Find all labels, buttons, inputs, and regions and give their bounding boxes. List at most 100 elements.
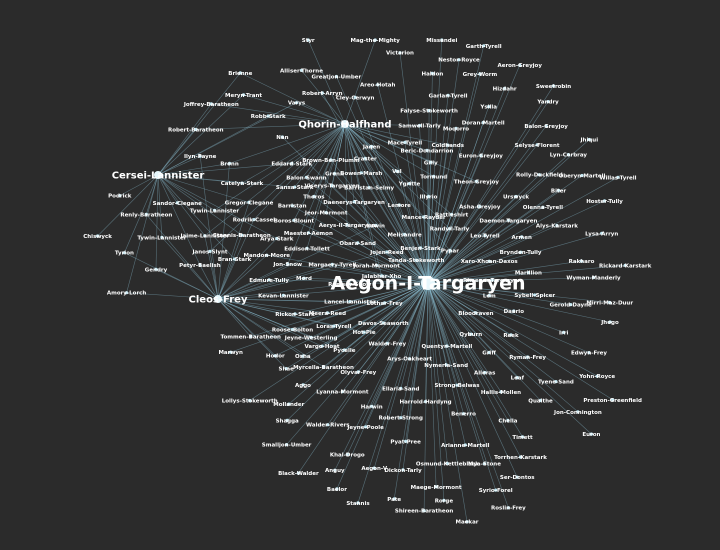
node-label[interactable]: Irri (559, 330, 568, 336)
node-dot[interactable] (432, 174, 436, 178)
node-label[interactable]: Lyanna-Mormont (316, 390, 369, 396)
node-dot[interactable] (306, 38, 310, 42)
node-label[interactable]: Smalljon-Umber (262, 443, 312, 449)
node-label[interactable]: Greatjon-Umber (312, 75, 362, 81)
node-dot[interactable] (417, 123, 422, 128)
node-label[interactable]: Gregor-Clegane (225, 200, 274, 206)
node-dot[interactable] (551, 84, 556, 88)
node-dot[interactable] (434, 485, 438, 489)
node-dot[interactable] (286, 262, 290, 266)
node-dot[interactable] (122, 251, 126, 255)
node-dot[interactable] (385, 250, 389, 254)
node-label[interactable]: Olyvar-Frey (340, 370, 376, 376)
node-label[interactable]: Mandon-Moore (244, 253, 291, 259)
node-label[interactable]: Catelyn-Stark (221, 181, 264, 187)
node-dot[interactable] (483, 234, 487, 238)
node-dot[interactable] (302, 276, 306, 280)
node-dot[interactable] (487, 105, 491, 109)
node-label[interactable]: Missandei (426, 38, 457, 44)
node-label[interactable]: Tormund (420, 174, 447, 180)
node-dot[interactable] (229, 350, 233, 354)
node-label[interactable]: Vargo-Hoat (304, 344, 339, 350)
node-label[interactable]: Pate (387, 497, 401, 503)
node-dot[interactable] (611, 398, 615, 402)
node-dot[interactable] (422, 215, 426, 219)
node-label[interactable]: Podrick (108, 194, 132, 200)
node-label[interactable]: Biter (551, 188, 566, 194)
node-dot[interactable] (238, 71, 242, 75)
node-dot[interactable] (469, 332, 473, 336)
node-label[interactable]: Bran-Stark (218, 257, 252, 263)
node-dot[interactable] (125, 291, 129, 295)
node-dot[interactable] (518, 455, 523, 459)
node-dot[interactable] (418, 246, 423, 250)
node-dot[interactable] (520, 235, 524, 239)
node-label[interactable]: Marwyn (218, 350, 243, 356)
node-dot[interactable] (482, 462, 486, 466)
node-label[interactable]: Reek (503, 333, 519, 339)
node-dot[interactable] (340, 390, 344, 394)
node-label[interactable]: Ellaria-Sand (382, 386, 419, 392)
node-label[interactable]: Qyburn (459, 332, 482, 338)
node-label[interactable]: Rolly-Duckfield (516, 173, 563, 179)
node-label[interactable]: Strong-Belwas (434, 383, 480, 389)
node-dot[interactable] (266, 114, 270, 118)
node-dot[interactable] (445, 461, 449, 466)
hub-label[interactable]: Qhorin-Halfhand (298, 120, 391, 131)
node-dot[interactable] (293, 185, 297, 189)
node-label[interactable]: Tanda-Stokeworth (388, 258, 444, 264)
node-label[interactable]: Ryman-Frey (509, 355, 546, 361)
node-label[interactable]: Tyrion (115, 251, 134, 257)
node-dot[interactable] (290, 204, 294, 208)
node-label[interactable]: Jaime-Lannister (179, 234, 229, 240)
node-dot[interactable] (367, 186, 371, 190)
node-label[interactable]: Arianne-Martell (441, 443, 490, 449)
node-dot[interactable] (426, 194, 431, 199)
node-label[interactable]: Kevan-Lannister (258, 293, 309, 299)
node-dot[interactable] (514, 194, 518, 199)
node-dot[interactable] (602, 199, 607, 203)
node-label[interactable]: Petyr-Baelish (179, 263, 221, 269)
node-dot[interactable] (494, 488, 498, 492)
node-label[interactable]: Gerold-Dayne (550, 303, 592, 309)
node-label[interactable]: Robb-Stark (251, 114, 286, 120)
node-dot[interactable] (333, 468, 337, 472)
node-label[interactable]: Armen (512, 235, 532, 241)
node-label[interactable]: Torrhen-Karstark (494, 455, 547, 461)
node-label[interactable]: Theon-Greyjoy (454, 179, 500, 185)
node-dot[interactable] (427, 108, 431, 113)
node-label[interactable]: Brynden-Tully (500, 250, 542, 256)
node-label[interactable]: Maege-Mormont (411, 485, 462, 491)
node-label[interactable]: Aggo (295, 383, 311, 389)
node-dot[interactable] (275, 236, 279, 241)
node-label[interactable]: Robert-Strong (379, 416, 423, 422)
node-label[interactable]: Garth-Tyrell (466, 44, 502, 50)
node-label[interactable]: Leaf (511, 376, 525, 382)
node-dot[interactable] (408, 357, 412, 361)
node-dot[interactable] (301, 354, 305, 358)
node-dot[interactable] (299, 68, 304, 72)
node-label[interactable]: Ramsay-Snow (328, 282, 371, 288)
node-label[interactable]: Aerys-II-Targaryen (319, 223, 376, 229)
node-label[interactable]: Euron (582, 432, 600, 438)
node-label[interactable]: Lollys-Stokeworth (222, 399, 278, 405)
node-dot[interactable] (375, 263, 379, 267)
node-label[interactable]: Dickon-Tarly (384, 468, 422, 474)
node-dot[interactable] (348, 300, 352, 304)
node-label[interactable]: Willas-Tyrell (599, 175, 636, 181)
node-dot[interactable] (608, 320, 612, 324)
node-dot[interactable] (296, 471, 300, 475)
node-dot[interactable] (332, 324, 336, 328)
node-dot[interactable] (380, 274, 384, 278)
node-dot[interactable] (294, 101, 299, 105)
node-dot[interactable] (321, 365, 326, 369)
node-dot[interactable] (479, 153, 483, 158)
node-dot[interactable] (209, 102, 213, 106)
node-dot[interactable] (444, 363, 448, 367)
node-label[interactable]: Black-Walder (278, 471, 319, 477)
node-label[interactable]: Shagga (276, 418, 299, 424)
node-label[interactable]: Barristan (278, 204, 307, 210)
node-label[interactable]: Alliser-Thorne (280, 68, 323, 74)
hub-dot[interactable] (341, 120, 349, 128)
node-label[interactable]: Rakharo (569, 259, 595, 265)
